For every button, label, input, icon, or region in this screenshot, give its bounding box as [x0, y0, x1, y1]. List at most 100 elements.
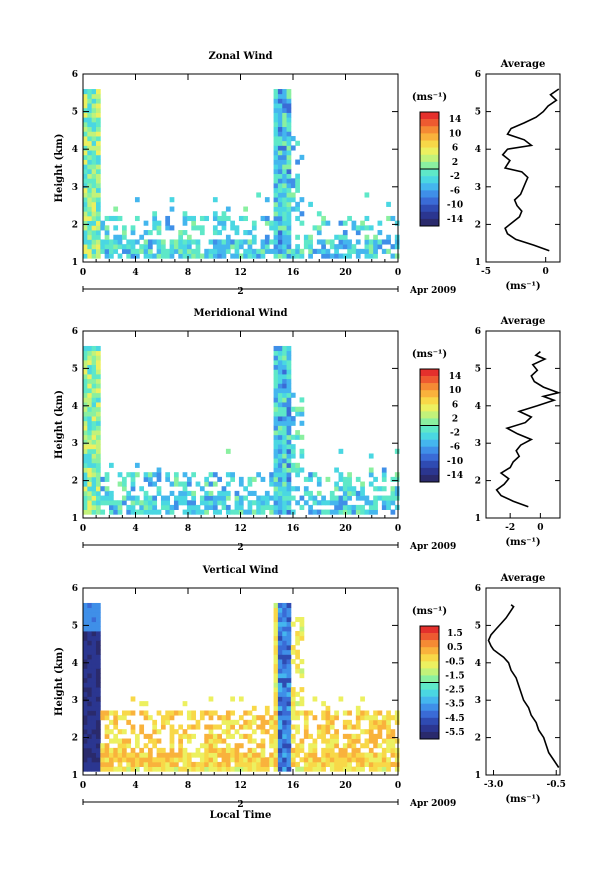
heatmap-cell	[299, 397, 305, 403]
heatmap-cell	[277, 388, 283, 394]
heatmap-cell	[338, 766, 344, 772]
heatmap-cell	[381, 715, 387, 721]
heatmap-cell	[269, 719, 274, 725]
heatmap-cell	[351, 504, 357, 510]
heatmap-cell	[282, 121, 287, 128]
heatmap-cell	[95, 448, 101, 454]
heatmap-cell	[273, 705, 279, 711]
heatmap-cell	[277, 705, 283, 711]
heatmap-cell	[212, 761, 218, 767]
heatmap-cell	[277, 131, 283, 137]
heatmap-cell	[368, 504, 374, 510]
heatmap-cell	[290, 192, 296, 198]
heatmap-cell	[360, 486, 365, 492]
heatmap-cell	[286, 402, 292, 408]
heatmap-cell	[394, 486, 400, 492]
heatmap-cell	[321, 500, 326, 506]
heatmap-cell	[334, 486, 339, 492]
heatmap-cell	[321, 253, 326, 259]
heatmap-cell	[368, 500, 374, 506]
heatmap-cell	[221, 211, 227, 217]
heatmap-cell	[143, 476, 149, 482]
heatmap-cell	[147, 509, 153, 515]
heatmap-cell	[277, 98, 283, 104]
heatmap-cell	[256, 715, 261, 721]
heatmap-cell	[173, 481, 179, 487]
heatmap-cell	[273, 225, 279, 231]
heatmap-cell	[126, 490, 132, 496]
heatmap-cell	[390, 500, 396, 506]
heatmap-cell	[225, 206, 231, 212]
heatmap-cell	[247, 719, 253, 725]
heatmap-cell	[269, 248, 274, 254]
merid-heatmap	[83, 345, 400, 515]
heatmap-cell	[325, 509, 331, 515]
x-tick-label: 20	[339, 781, 352, 791]
heatmap-cell	[273, 682, 279, 688]
heatmap-cell	[182, 239, 188, 245]
heatmap-cell	[230, 747, 235, 753]
heatmap-cell	[217, 215, 222, 222]
heatmap-cell	[95, 98, 101, 104]
heatmap-cell	[342, 504, 348, 510]
colorbar-segment	[420, 411, 439, 419]
heatmap-cell	[195, 504, 201, 510]
heatmap-cell	[377, 244, 383, 250]
heatmap-cell	[373, 724, 378, 730]
colorbar-segment	[420, 675, 439, 683]
heatmap-cell	[364, 715, 370, 721]
heatmap-cell	[217, 733, 222, 739]
heatmap-cell	[130, 253, 136, 259]
heatmap-cell	[282, 154, 287, 160]
heatmap-cell	[360, 509, 365, 515]
heatmap-cell	[91, 112, 97, 118]
heatmap-cell	[295, 766, 300, 772]
heatmap-cell	[87, 495, 93, 501]
heatmap-cell	[295, 472, 300, 478]
heatmap-cell	[108, 504, 114, 510]
heatmap-cell	[251, 752, 257, 758]
heatmap-cell	[87, 621, 93, 627]
heatmap-cell	[108, 761, 114, 767]
heatmap-cell	[351, 486, 357, 492]
heatmap-cell	[130, 248, 136, 254]
heatmap-cell	[282, 631, 287, 637]
heatmap-cell	[277, 490, 283, 496]
colorbar-segment	[420, 446, 439, 455]
heatmap-cell	[247, 239, 253, 245]
heatmap-cell	[91, 121, 97, 128]
heatmap-cell	[282, 117, 287, 123]
heatmap-cell	[83, 350, 88, 356]
heatmap-cell	[295, 234, 300, 240]
heatmap-cell	[117, 234, 123, 240]
heatmap-cell	[130, 472, 136, 478]
colorbar-tick-label: 14	[449, 372, 462, 382]
heatmap-cell	[152, 253, 158, 259]
colorbar-segment	[420, 133, 439, 141]
heatmap-cell	[83, 602, 88, 609]
heatmap-cell	[91, 248, 97, 254]
heatmap-cell	[247, 244, 253, 250]
heatmap-cell	[360, 248, 365, 254]
heatmap-cell	[95, 89, 101, 95]
heatmap-cell	[286, 183, 292, 189]
heatmap-cell	[251, 719, 257, 725]
heatmap-cell	[104, 724, 110, 730]
heatmap-cell	[277, 355, 283, 361]
heatmap-cell	[186, 248, 192, 254]
heatmap-cell	[91, 766, 97, 772]
heatmap-cell	[373, 743, 378, 749]
colorbar-segment	[420, 197, 439, 205]
heatmap-cell	[381, 500, 387, 506]
heatmap-cell	[121, 710, 127, 716]
heatmap-cell	[273, 411, 279, 417]
heatmap-cell	[312, 696, 318, 702]
heatmap-cell	[221, 761, 227, 767]
heatmap-cell	[87, 668, 93, 674]
heatmap-cell	[156, 253, 162, 259]
vert-profile-xlabel: (ms⁻¹)	[505, 794, 540, 805]
heatmap-cell	[191, 495, 197, 501]
heatmap-cell	[126, 761, 132, 767]
heatmap-cell	[286, 93, 292, 99]
heatmap-cell	[221, 495, 227, 501]
